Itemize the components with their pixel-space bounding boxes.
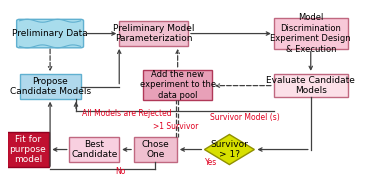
Text: Preliminary Model
Parameterization: Preliminary Model Parameterization [113, 24, 194, 43]
Text: Best
Candidate: Best Candidate [71, 140, 118, 159]
Text: Yes: Yes [205, 158, 218, 167]
Text: >1 Survivor: >1 Survivor [153, 122, 198, 131]
FancyBboxPatch shape [70, 137, 119, 162]
Text: Fit for
purpose
model: Fit for purpose model [9, 135, 46, 164]
Text: Add the new
experiment to the
data pool: Add the new experiment to the data pool [139, 70, 216, 100]
Text: Survivor
> 1?: Survivor > 1? [211, 140, 248, 159]
Text: No: No [115, 167, 125, 176]
FancyBboxPatch shape [143, 70, 212, 100]
Text: Chose
One: Chose One [142, 140, 169, 159]
Polygon shape [204, 135, 254, 164]
FancyBboxPatch shape [20, 74, 81, 99]
Text: Propose
Candidate Models: Propose Candidate Models [9, 77, 91, 96]
FancyBboxPatch shape [134, 137, 177, 162]
FancyBboxPatch shape [7, 132, 49, 167]
Text: Evaluate Candidate
Models: Evaluate Candidate Models [266, 76, 355, 95]
Text: All Models are Rejected: All Models are Rejected [82, 109, 171, 118]
FancyBboxPatch shape [119, 21, 188, 46]
Text: Survivor Model (s): Survivor Model (s) [209, 113, 279, 122]
FancyBboxPatch shape [274, 19, 348, 49]
FancyBboxPatch shape [17, 19, 84, 48]
FancyBboxPatch shape [274, 74, 348, 98]
Text: Preliminary Data: Preliminary Data [12, 29, 88, 38]
Text: Model
Discrimination
Experiment Design
& Execution: Model Discrimination Experiment Design &… [270, 13, 351, 54]
